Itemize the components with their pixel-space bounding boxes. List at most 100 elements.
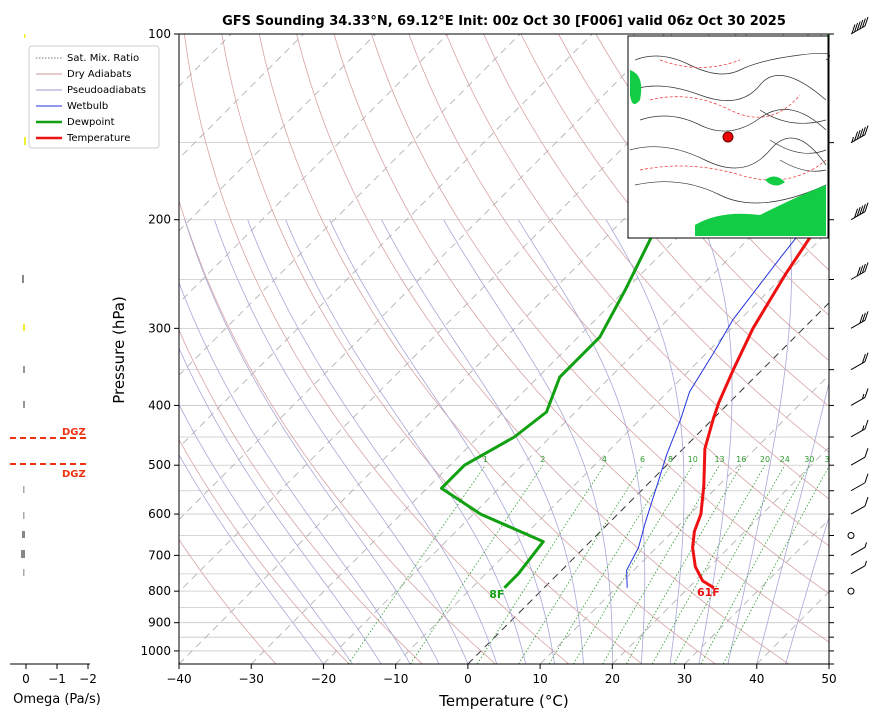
- wind-barb-flag: [854, 131, 859, 141]
- wind-barb-staff: [850, 456, 866, 466]
- series-temperature: [691, 208, 829, 590]
- legend-pseudoadiabat: Pseudoadiabats: [67, 85, 146, 96]
- pseudoadiabat: [785, 515, 829, 664]
- pseudoadiabat: [605, 219, 685, 664]
- wind-barb-flag: [859, 128, 864, 138]
- wind-barb-halfflag: [861, 425, 865, 431]
- dry-adiabat: [408, 34, 829, 547]
- pseudoadiabat: [329, 219, 555, 664]
- wind-barb-flag: [864, 419, 869, 430]
- inset-map-precip: [630, 70, 826, 236]
- wind-barb-flag: [854, 22, 859, 33]
- legend: Sat. Mix. Ratio Dry Adiabats Pseudoadiab…: [28, 45, 160, 149]
- wind-barb-halfflag: [861, 393, 865, 400]
- x-axis-label: Temperature (°C): [438, 692, 568, 710]
- isotherm-line: [467, 302, 829, 664]
- x-tick-label: −20: [311, 672, 336, 686]
- inset-map: [627, 35, 830, 239]
- omega-bar: [23, 512, 25, 519]
- mixing-ratio-line: [651, 464, 766, 664]
- mixing-ratio-line: [673, 465, 786, 664]
- isotherm-line: [179, 34, 521, 376]
- isotherm-line: [179, 34, 665, 521]
- mixing-ratio-label: 1: [483, 455, 488, 464]
- isotherm-line: [323, 157, 829, 664]
- omega-tick-label: 0: [22, 672, 30, 686]
- x-axis: −40 −30 −20 −10 0 10 20 30 40 50: [166, 664, 837, 686]
- legend-temperature: Temperature: [66, 133, 130, 144]
- wind-barb-flag: [861, 126, 866, 137]
- y-tick-label: 900: [148, 616, 171, 630]
- wind-barb-flag: [856, 21, 861, 31]
- omega-tick-label: −1: [48, 672, 66, 686]
- wind-barb-flag: [859, 205, 864, 215]
- omega-bar: [23, 486, 25, 493]
- x-tick-label: 30: [677, 672, 692, 686]
- surface-dewpoint-label: 8F: [489, 588, 504, 601]
- y-tick-label: 1000: [140, 644, 171, 658]
- isotherm-line: [828, 663, 829, 664]
- omega-tick-label: −2: [79, 672, 97, 686]
- pseudoadiabat: [381, 219, 584, 664]
- dry-adiabat: [520, 34, 829, 407]
- mixing-ratio-label: 36: [825, 455, 835, 464]
- pseudoadiabat: [756, 380, 829, 664]
- inset-map-contours: [629, 53, 830, 204]
- pseudoadiabat: [517, 219, 646, 664]
- dry-adiabat: [558, 34, 829, 362]
- x-tick-label: 50: [821, 672, 836, 686]
- wind-barb-halfflag: [864, 560, 867, 566]
- wind-barbs: [828, 16, 869, 665]
- wind-barb-flag: [851, 24, 856, 34]
- wind-barb-flag: [861, 353, 866, 364]
- omega-bar: [21, 550, 25, 558]
- dry-adiabat: [483, 34, 829, 453]
- wind-barb-staff: [850, 482, 866, 492]
- omega-bar: [23, 401, 25, 408]
- wind-barb-flag: [856, 129, 861, 140]
- wind-barb-flag: [861, 312, 866, 323]
- pseudoadiabat: [179, 281, 411, 664]
- x-tick-label: 0: [464, 672, 472, 686]
- omega-bar: [23, 569, 25, 576]
- mixing-ratio-label: 4: [602, 455, 607, 464]
- wind-barb-flag: [856, 266, 861, 277]
- isotherm-line: [179, 34, 593, 448]
- inset-map-location-marker: [722, 131, 734, 143]
- mixing-ratio-line: [625, 464, 742, 664]
- wind-barb-flag: [864, 448, 869, 458]
- pseudoadiabat: [184, 219, 440, 664]
- y-tick-label: 100: [148, 27, 171, 41]
- isotherm-line: [179, 34, 738, 593]
- dry-adiabat: [333, 34, 829, 643]
- wind-barb-flag: [864, 311, 869, 321]
- isotherm-line: [179, 34, 810, 664]
- dry-adiabat: [179, 538, 277, 664]
- wind-barb-calm: [847, 587, 855, 595]
- mixing-ratio-label: 2: [540, 455, 545, 464]
- mixing-ratio-line: [602, 464, 720, 664]
- dry-adiabat: [445, 34, 829, 500]
- isotherm-line: [539, 374, 829, 664]
- legend-wetbulb: Wetbulb: [67, 101, 108, 112]
- omega-bar: [24, 34, 26, 38]
- isotherm-line: [612, 446, 829, 664]
- mixing-ratio-label: 24: [780, 455, 790, 464]
- y-axis: 100 200 300 400 500 600 700 800 900 1000: [140, 27, 179, 658]
- chart-title: GFS Sounding 34.33°N, 69.12°E Init: 00z …: [222, 14, 786, 29]
- y-tick-label: 500: [148, 458, 171, 472]
- dry-adiabat: [179, 438, 350, 664]
- dry-adiabat: [296, 34, 789, 664]
- x-tick-label: 40: [749, 672, 764, 686]
- dry-adiabat: [184, 34, 570, 664]
- wind-barb-flag: [861, 18, 866, 28]
- inset-map-temp-contours: [639, 59, 827, 181]
- wind-barb-staff: [850, 505, 866, 515]
- wind-barb-staff: [850, 565, 866, 575]
- omega-axis-label: Omega (Pa/s): [13, 692, 101, 707]
- pseudoadiabat: [443, 219, 613, 664]
- mixing-ratio-label: 13: [714, 455, 724, 464]
- dry-adiabat: [595, 34, 829, 316]
- mixing-ratio-label: 20: [760, 455, 770, 464]
- mixing-ratio-line: [722, 465, 829, 664]
